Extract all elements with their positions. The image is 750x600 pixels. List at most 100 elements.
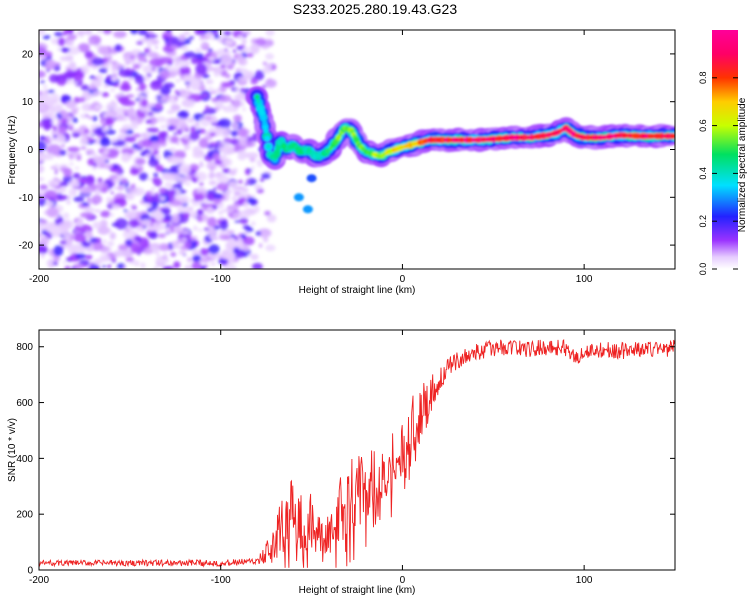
noise-blob bbox=[99, 254, 111, 263]
noise-blob bbox=[176, 142, 180, 145]
noise-blob bbox=[200, 150, 204, 154]
noise-blob bbox=[254, 205, 260, 213]
noise-blob bbox=[118, 244, 129, 251]
noise-blob bbox=[238, 179, 243, 184]
noise-blob bbox=[72, 172, 81, 179]
noise-blob bbox=[227, 244, 235, 252]
noise-blob bbox=[174, 96, 178, 101]
noise-blob bbox=[101, 265, 107, 268]
noise-blob bbox=[46, 144, 62, 156]
noise-blob bbox=[192, 254, 202, 262]
noise-blob bbox=[91, 75, 96, 79]
noise-blob bbox=[89, 263, 100, 269]
noise-blob bbox=[151, 67, 156, 71]
noise-blob bbox=[266, 214, 277, 223]
noise-blob bbox=[260, 178, 264, 182]
noise-blob bbox=[76, 218, 84, 227]
noise-blob bbox=[178, 250, 186, 255]
noise-blob bbox=[177, 205, 191, 215]
noise-blob bbox=[163, 252, 168, 258]
noise-blob bbox=[43, 89, 49, 95]
noise-blob bbox=[237, 76, 248, 83]
noise-blob bbox=[57, 37, 66, 47]
spectral-spot bbox=[306, 174, 317, 183]
noise-blob bbox=[39, 184, 48, 190]
noise-blob bbox=[124, 209, 138, 220]
noise-blob bbox=[208, 180, 217, 186]
chart-title: S233.2025.280.19.43.G23 bbox=[293, 1, 457, 17]
noise-blob bbox=[40, 252, 45, 259]
noise-blob bbox=[174, 89, 179, 94]
noise-blob bbox=[59, 240, 67, 245]
noise-blob bbox=[172, 226, 183, 234]
noise-blob bbox=[101, 136, 109, 144]
noise-blob bbox=[157, 233, 166, 238]
noise-blob bbox=[68, 188, 78, 197]
noise-blob bbox=[227, 230, 235, 234]
noise-blob bbox=[63, 212, 70, 219]
noise-blob bbox=[72, 117, 78, 123]
noise-blob bbox=[209, 262, 217, 266]
noise-blob bbox=[198, 137, 209, 149]
noise-blob bbox=[234, 220, 241, 223]
noise-blob bbox=[181, 229, 191, 235]
noise-blob bbox=[105, 129, 116, 135]
noise-blob bbox=[173, 61, 181, 67]
noise-blob bbox=[85, 149, 95, 155]
noise-blob bbox=[152, 34, 158, 38]
noise-blob bbox=[113, 250, 125, 257]
noise-blob bbox=[184, 241, 192, 249]
noise-blob bbox=[228, 181, 238, 188]
x-tick-label: -200 bbox=[29, 575, 49, 586]
noise-blob bbox=[184, 264, 193, 269]
ridge-core bbox=[255, 98, 261, 104]
noise-blob bbox=[97, 177, 103, 183]
noise-blob bbox=[231, 99, 242, 108]
noise-blob bbox=[194, 198, 198, 202]
noise-blob bbox=[142, 138, 152, 148]
noise-blob bbox=[39, 233, 43, 238]
noise-blob bbox=[111, 77, 117, 81]
noise-blob bbox=[154, 103, 163, 110]
noise-blob bbox=[115, 170, 122, 175]
noise-blob bbox=[170, 164, 181, 174]
noise-blob bbox=[191, 261, 202, 269]
noise-blob bbox=[124, 136, 136, 143]
noise-blob bbox=[119, 128, 128, 134]
noise-blob bbox=[72, 263, 84, 269]
noise-blob bbox=[232, 203, 240, 210]
noise-blob bbox=[92, 221, 102, 229]
noise-blob bbox=[188, 206, 194, 212]
noise-blob bbox=[256, 158, 264, 168]
noise-blob bbox=[159, 196, 166, 201]
noise-blob bbox=[213, 187, 217, 191]
noise-blob bbox=[251, 194, 256, 198]
noise-blob bbox=[155, 164, 164, 172]
noise-blob bbox=[173, 150, 186, 158]
noise-blob bbox=[199, 163, 204, 168]
noise-blob bbox=[78, 96, 86, 103]
noise-blob bbox=[67, 33, 78, 40]
noise-blob bbox=[207, 87, 214, 90]
noise-blob bbox=[88, 39, 94, 46]
snr-x-ticks: -200 -100 0 100 bbox=[29, 330, 593, 586]
noise-blob bbox=[207, 217, 217, 228]
noise-blob bbox=[89, 93, 95, 99]
noise-blob bbox=[146, 127, 160, 133]
noise-blob bbox=[237, 210, 251, 219]
noise-blob bbox=[181, 74, 195, 83]
noise-blob bbox=[115, 218, 128, 230]
noise-blob bbox=[153, 177, 162, 187]
noise-blob bbox=[153, 172, 159, 178]
noise-blob bbox=[54, 168, 59, 172]
noise-blob bbox=[138, 172, 149, 181]
noise-blob bbox=[239, 140, 248, 147]
noise-blob bbox=[109, 232, 117, 240]
noise-blob bbox=[232, 187, 236, 192]
noise-blob bbox=[206, 206, 215, 215]
noise-blob bbox=[220, 34, 225, 38]
noise-blob bbox=[113, 30, 127, 39]
noise-blob bbox=[237, 34, 243, 40]
noise-blob bbox=[86, 231, 93, 238]
noise-blob bbox=[212, 204, 218, 210]
